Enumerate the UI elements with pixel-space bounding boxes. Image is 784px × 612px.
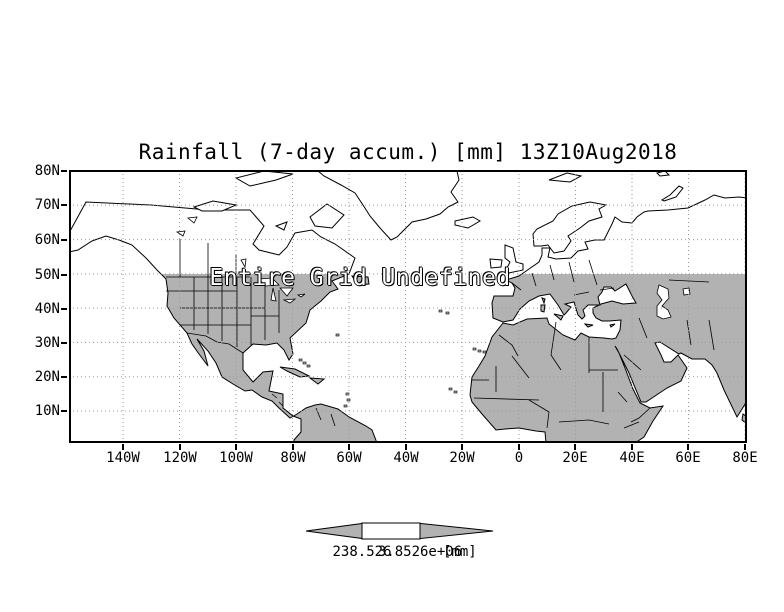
y-axis-label-20n: 20N (34, 369, 60, 385)
y-tick (61, 170, 67, 172)
x-axis-label-120w: 120W (163, 450, 197, 466)
lat-lon-gridlines (69, 170, 747, 443)
x-tick (122, 444, 124, 450)
x-axis-label-40e: 40E (619, 450, 645, 466)
political-borders (166, 239, 715, 429)
x-tick (235, 444, 237, 450)
colorbar-right-value: 3.8526e+06 (377, 544, 463, 560)
y-tick (61, 274, 67, 276)
x-axis-label-80e: 80E (732, 450, 758, 466)
x-tick (461, 444, 463, 450)
colorbar-middle-box (361, 522, 421, 540)
x-tick (348, 444, 350, 450)
plot-title: Rainfall (7-day accum.) [mm] 13Z10Aug201… (138, 140, 678, 164)
x-axis-label-40w: 40W (393, 450, 419, 466)
colorbar-units-label: [mm] (443, 544, 477, 560)
x-axis-label-140w: 140W (106, 450, 140, 466)
y-tick (61, 342, 67, 344)
y-axis-label-10n: 10N (34, 403, 60, 419)
x-tick (518, 444, 520, 450)
y-tick (61, 376, 67, 378)
x-axis-label-20w: 20W (449, 450, 475, 466)
colorbar-left-arrow (305, 522, 367, 540)
world-map-plot-area (69, 170, 747, 443)
x-tick (292, 444, 294, 450)
x-axis-label-0: 0 (514, 450, 524, 466)
x-tick (631, 444, 633, 450)
x-axis-label-100w: 100W (219, 450, 253, 466)
plot-frame (69, 170, 747, 443)
y-tick (61, 239, 67, 241)
y-tick (61, 308, 67, 310)
x-axis-label-60w: 60W (336, 450, 362, 466)
y-axis-label-30n: 30N (34, 335, 60, 351)
colorbar-right-arrow (415, 522, 494, 540)
x-tick (687, 444, 689, 450)
lakes (175, 216, 691, 320)
small-islands (298, 309, 487, 408)
x-axis-label-60e: 60E (675, 450, 701, 466)
y-axis-label-70n: 70N (34, 197, 60, 213)
x-tick (179, 444, 181, 450)
x-tick (405, 444, 407, 450)
entire-grid-undefined-label: Entire Grid Undefined (209, 265, 511, 291)
colorbar (305, 522, 494, 540)
y-tick (61, 204, 67, 206)
y-axis-label-40n: 40N (34, 301, 60, 317)
x-tick (574, 444, 576, 450)
y-tick (61, 410, 67, 412)
x-axis-label-80w: 80W (280, 450, 306, 466)
y-axis-label-60n: 60N (34, 232, 60, 248)
x-axis-label-20e: 20E (562, 450, 588, 466)
x-tick (744, 444, 746, 450)
colorbar-left-value: 238.526 (332, 544, 392, 560)
y-axis-label-80n: 80N (34, 163, 60, 179)
y-axis-label-50n: 50N (34, 267, 60, 283)
